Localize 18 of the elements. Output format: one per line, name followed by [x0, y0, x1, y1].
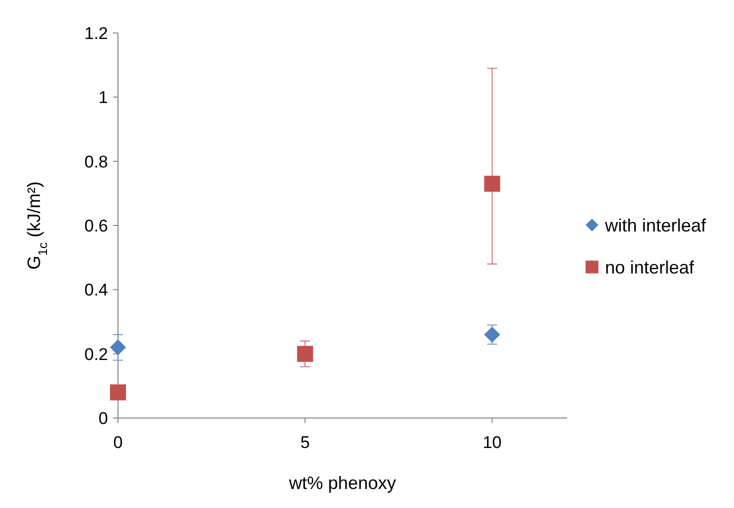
y-tick-label: 0.4: [84, 280, 108, 300]
y-tick-label: 0.8: [84, 152, 108, 172]
point: [297, 346, 314, 362]
x-tick-label: 5: [300, 433, 310, 452]
point: [484, 176, 500, 192]
y-tick-label: 1: [98, 88, 108, 108]
x-axis-title: wt% phenoxy: [288, 473, 396, 493]
legend-label: no interleaf: [605, 257, 696, 278]
point: [110, 339, 126, 356]
y-tick-label: 0.6: [84, 216, 108, 236]
point: [484, 326, 500, 343]
y-tick-label: 0.2: [84, 344, 108, 364]
x-tick-label: 0: [113, 433, 123, 452]
y-tick-label: 0: [98, 408, 108, 428]
point: [110, 384, 126, 400]
y-tick-label: 1.2: [84, 24, 108, 43]
x-tick-label: 10: [482, 433, 502, 452]
legend-label: with interleaf: [604, 215, 708, 236]
